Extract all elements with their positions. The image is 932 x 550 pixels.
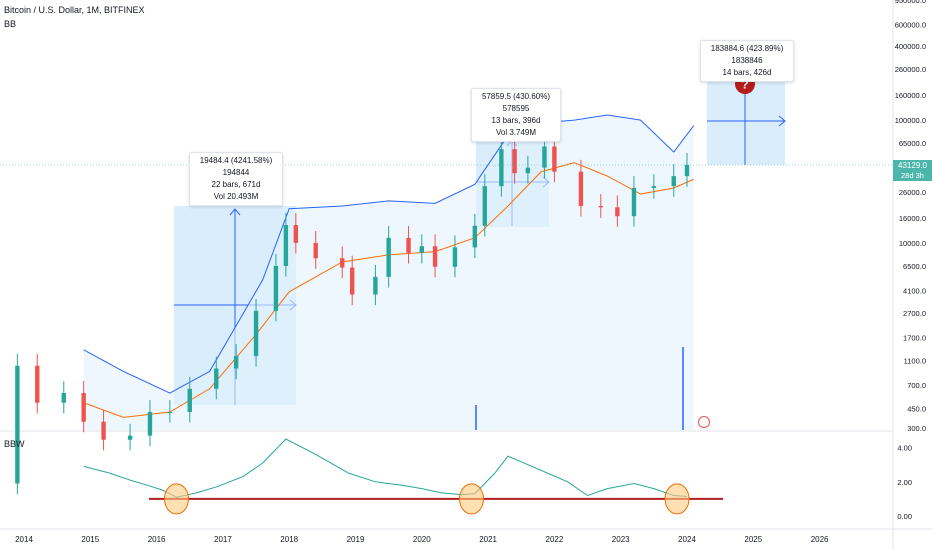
candle-body	[482, 186, 487, 226]
price-tick-label: 6500.0	[903, 262, 926, 271]
candle-body	[167, 412, 173, 414]
candle-body	[419, 246, 424, 253]
time-tick-label: 2023	[612, 535, 630, 544]
candle-body	[373, 276, 378, 295]
candle-body	[147, 412, 153, 436]
time-tick-label: 2026	[811, 535, 829, 544]
candle-body	[525, 167, 531, 174]
price-tick-label: 10000.0	[899, 239, 926, 248]
measure-3-change: 183884.6 (423.89%) 1838846	[710, 44, 784, 65]
time-tick-label: 2021	[479, 535, 497, 544]
price-tick-label: 16000.0	[899, 214, 926, 223]
candle-body	[452, 247, 458, 267]
time-tick-label: 2022	[546, 535, 564, 544]
candle-body	[349, 267, 355, 295]
candle-body	[81, 393, 86, 422]
candle-body	[542, 146, 547, 168]
candle-body	[499, 149, 504, 187]
candle-body	[512, 149, 517, 174]
candle-body	[61, 393, 66, 403]
measure-2-bars: 13 bars, 396d	[491, 116, 541, 125]
candle-body	[578, 171, 584, 206]
squeeze-circle-2	[459, 483, 485, 515]
candle-body	[598, 205, 604, 208]
measure-2-volume: Vol 3.749M	[495, 128, 537, 137]
measure-uparrow-1	[229, 208, 241, 216]
alert-icon	[698, 416, 710, 428]
time-tick-label: 2024	[678, 535, 696, 544]
price-tick-label: 260000.0	[895, 65, 926, 74]
squeeze-circle-1	[163, 483, 189, 515]
price-tick-label: 700.0	[907, 381, 926, 390]
measure-rightarrow-3	[778, 115, 786, 127]
time-tick-label: 2017	[214, 535, 232, 544]
time-tick-label: 2020	[413, 535, 431, 544]
measure-label-1: 19484.4 (4241.58%) 194844 22 bars, 671d …	[189, 152, 283, 206]
indicator-bb-label[interactable]: BB	[4, 19, 17, 29]
candle-body	[552, 146, 557, 172]
candle-body	[283, 224, 289, 266]
price-tick-label: 2700.0	[903, 309, 926, 318]
price-tick-label: 65000.0	[899, 139, 926, 148]
price-tick-label: 950000.0	[895, 0, 926, 5]
price-tick-label: 300.0	[907, 424, 926, 433]
time-tick-label: 2016	[148, 535, 166, 544]
price-tick-label: 4100.0	[903, 286, 926, 295]
squeeze-circle-3	[664, 483, 690, 515]
candle-body	[386, 237, 391, 277]
price-tick-label: 400000.0	[895, 42, 926, 51]
measure-2-change: 57859.5 (430.60%) 578595	[481, 92, 551, 113]
candle-body	[187, 388, 192, 413]
measure-1-bars: 22 bars, 671d	[211, 180, 261, 189]
bbw-tick-label: 2.00	[897, 478, 912, 487]
price-tick-label: 600000.0	[895, 21, 926, 30]
price-tick-label: 1100.0	[904, 357, 926, 366]
bbw-tick-label: 4.00	[897, 444, 912, 453]
time-tick-label: 2018	[280, 535, 298, 544]
candle-body	[472, 225, 478, 248]
price-tick-label: 26000.0	[899, 188, 926, 197]
symbol-title[interactable]: Bitcoin / U.S. Dollar, 1M, BITFINEX	[4, 5, 145, 15]
time-tick-label: 2015	[81, 535, 99, 544]
measure-1-change: 19484.4 (4241.58%) 194844	[199, 156, 273, 177]
bbw-tick-label: 0.00	[897, 512, 912, 521]
candle-body	[631, 188, 637, 217]
bar-countdown-tag: 28d 3h	[893, 171, 932, 181]
question-icon-glyph: ?	[741, 77, 749, 92]
candle-body	[233, 356, 239, 369]
candle-body	[35, 365, 40, 403]
price-tick-label: 100000.0	[895, 116, 926, 125]
candle-body	[127, 435, 133, 440]
candle-body	[684, 164, 690, 177]
candle-body	[253, 310, 259, 357]
measure-label-2: 57859.5 (430.60%) 578595 13 bars, 396d V…	[471, 88, 561, 142]
candle-body	[214, 368, 219, 389]
measure-1-volume: Vol 20.493M	[213, 192, 259, 201]
candle-body	[406, 237, 411, 253]
candle-body	[340, 258, 345, 268]
indicator-bbw-label[interactable]: BBW	[4, 439, 25, 449]
candle-body	[15, 365, 20, 484]
time-tick-label: 2025	[744, 535, 762, 544]
time-tick-label: 2019	[347, 535, 365, 544]
candle-body	[615, 207, 620, 217]
candle-body	[101, 421, 106, 440]
candle-body	[273, 265, 279, 311]
candle-body	[432, 246, 438, 267]
price-tick-label: 160000.0	[895, 91, 926, 100]
current-price-tag: 43129.0	[893, 160, 932, 171]
candle-body	[651, 186, 657, 189]
candle-body	[671, 176, 676, 187]
bollinger-upper-line	[83, 114, 695, 394]
candle-body	[313, 242, 318, 259]
measure-label-3: 183884.6 (423.89%) 1838846 14 bars, 426d	[700, 40, 794, 82]
candle-body	[293, 224, 299, 243]
time-tick-label: 2014	[15, 535, 33, 544]
measure-3-bars: 14 bars, 426d	[722, 68, 772, 77]
price-tick-label: 1700.0	[903, 333, 926, 342]
price-tick-label: 450.0	[907, 404, 926, 413]
